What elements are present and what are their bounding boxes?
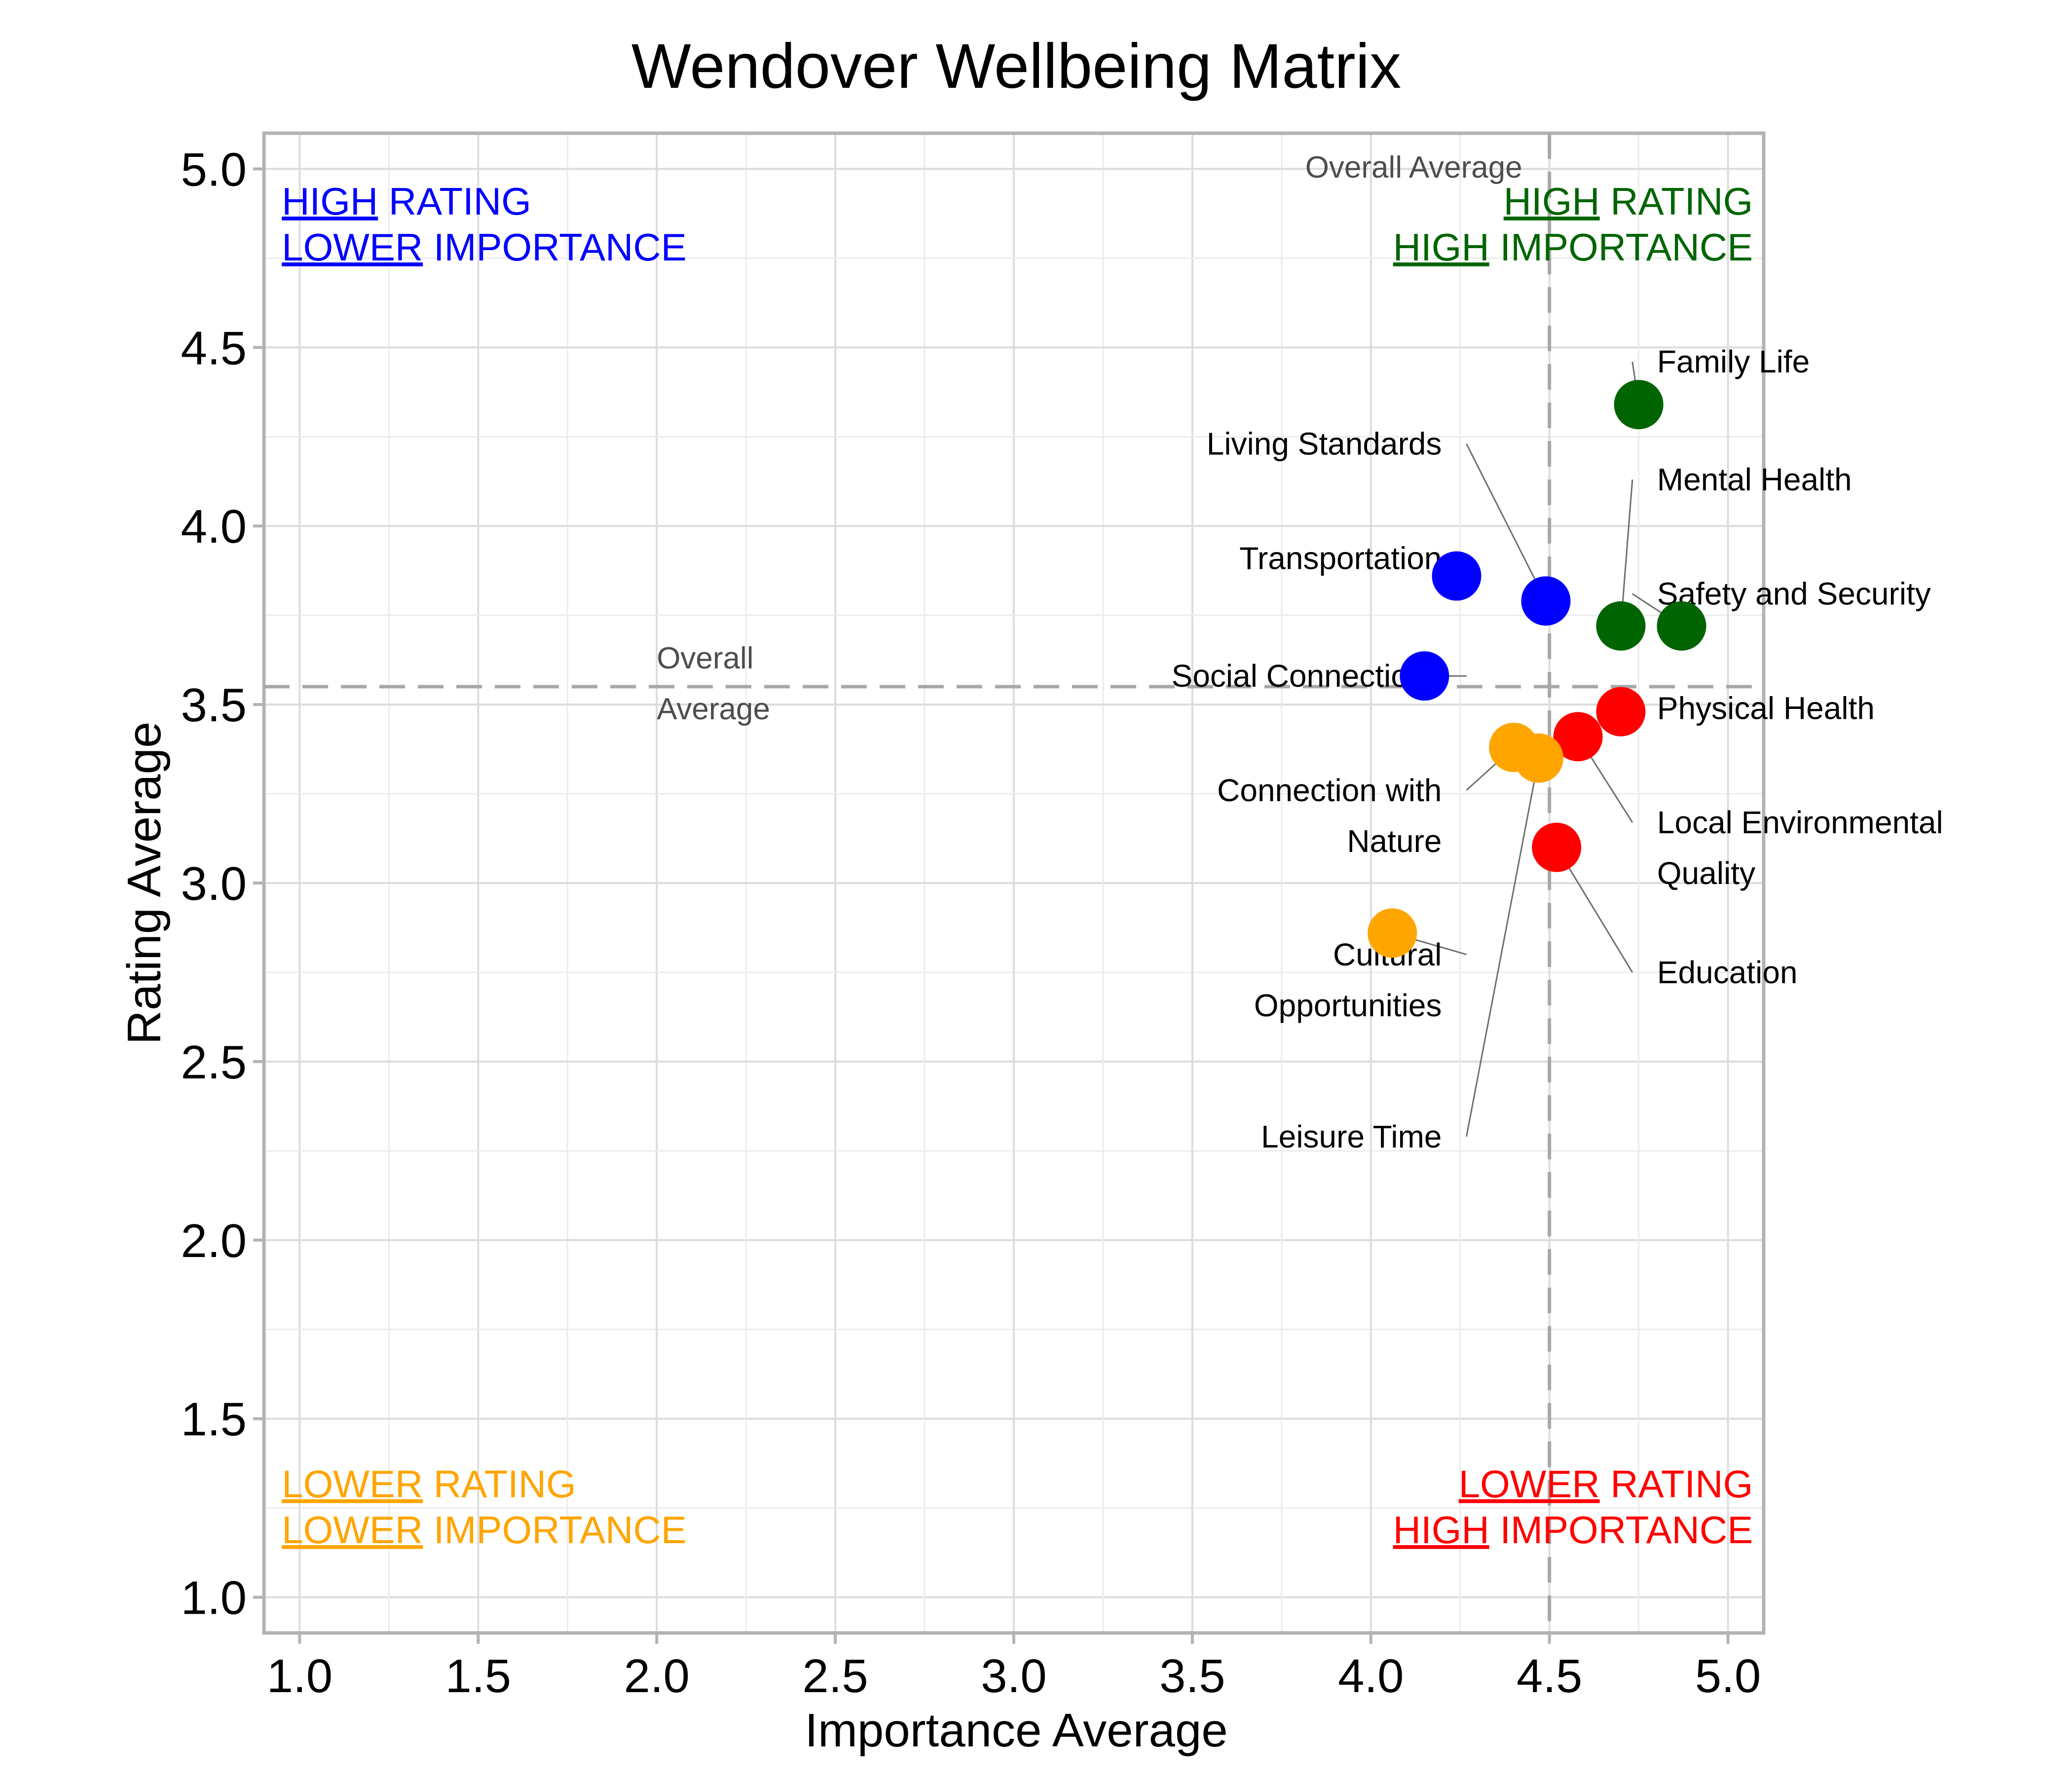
point-label: Connection with bbox=[1217, 773, 1442, 808]
chart-title: Wendover Wellbeing Matrix bbox=[631, 31, 1401, 102]
point-label: Opportunities bbox=[1254, 988, 1442, 1023]
x-axis-label: Importance Average bbox=[805, 1704, 1227, 1757]
data-point bbox=[1657, 601, 1706, 651]
quadrant-label-hr-li: LOWER IMPORTANCE bbox=[282, 225, 687, 269]
y-tick-label: 2.0 bbox=[181, 1215, 247, 1267]
point-label: Social Connections bbox=[1172, 658, 1442, 694]
data-point bbox=[1368, 908, 1417, 958]
data-point bbox=[1596, 687, 1646, 737]
quadrant-label-lr-li: LOWER IMPORTANCE bbox=[282, 1508, 687, 1552]
x-tick-label: 4.0 bbox=[1338, 1650, 1404, 1702]
average-label-horizontal: Overall bbox=[657, 641, 753, 675]
y-tick-label: 5.0 bbox=[181, 143, 247, 196]
leader-line bbox=[1466, 444, 1547, 601]
point-label: Quality bbox=[1657, 855, 1755, 891]
quadrant-label-lr-hi: LOWER RATING bbox=[1459, 1462, 1753, 1506]
x-tick-label: 1.5 bbox=[445, 1650, 511, 1702]
point-label: Living Standards bbox=[1207, 426, 1442, 462]
quadrant-label-lr-li: LOWER RATING bbox=[282, 1462, 576, 1506]
data-point bbox=[1514, 733, 1563, 783]
y-tick-label: 1.0 bbox=[181, 1572, 247, 1625]
y-tick-label: 2.5 bbox=[181, 1036, 247, 1089]
x-tick-label: 2.5 bbox=[802, 1650, 868, 1702]
x-tick-label: 5.0 bbox=[1695, 1650, 1761, 1702]
y-tick-label: 4.5 bbox=[181, 322, 247, 374]
data-point bbox=[1614, 380, 1664, 430]
leader-line bbox=[1466, 758, 1540, 1137]
quadrant-label-hr-li: HIGH RATING bbox=[282, 180, 531, 223]
data-point bbox=[1432, 551, 1481, 601]
data-point bbox=[1553, 712, 1603, 762]
y-tick-label: 3.0 bbox=[181, 857, 247, 910]
x-tick-label: 2.0 bbox=[624, 1650, 689, 1702]
plot-area: 1.0 1.5 2.0 2.5 3.0 3.5 4.0 4.5 5.0 1.0 1.5 2.0 2.5 3… bbox=[181, 131, 1943, 1702]
data-point bbox=[1521, 576, 1571, 626]
data-point bbox=[1596, 601, 1646, 651]
point-label: Nature bbox=[1347, 823, 1442, 859]
point-label: Physical Health bbox=[1657, 690, 1875, 726]
data-point bbox=[1532, 822, 1582, 872]
quadrant-label-hr-hi: HIGH RATING bbox=[1504, 180, 1753, 223]
quadrant-label-lr-hi: HIGH IMPORTANCE bbox=[1393, 1508, 1753, 1552]
average-label-horizontal: Average bbox=[657, 692, 770, 726]
x-tick-label: 1.0 bbox=[267, 1650, 333, 1702]
point-label: Local Environmental bbox=[1657, 805, 1943, 840]
point-label: Family Life bbox=[1657, 344, 1810, 379]
x-tick-label: 3.5 bbox=[1159, 1650, 1225, 1702]
y-axis-label: Rating Average bbox=[118, 722, 171, 1045]
point-label: Transportation bbox=[1239, 540, 1442, 576]
data-point bbox=[1400, 651, 1449, 701]
x-tick-label: 4.5 bbox=[1517, 1650, 1582, 1702]
point-label: Safety and Security bbox=[1657, 576, 1931, 612]
point-label: Leisure Time bbox=[1261, 1119, 1442, 1154]
point-label: Mental Health bbox=[1657, 462, 1852, 497]
y-tick-label: 3.5 bbox=[181, 679, 247, 732]
quadrant-label-hr-hi: HIGH IMPORTANCE bbox=[1393, 225, 1753, 269]
y-tick-label: 1.5 bbox=[181, 1393, 247, 1446]
average-label-vertical: Overall Average bbox=[1305, 150, 1522, 185]
y-tick-label: 4.0 bbox=[181, 500, 247, 553]
point-label: Education bbox=[1657, 955, 1798, 990]
x-tick-label: 3.0 bbox=[981, 1650, 1046, 1702]
